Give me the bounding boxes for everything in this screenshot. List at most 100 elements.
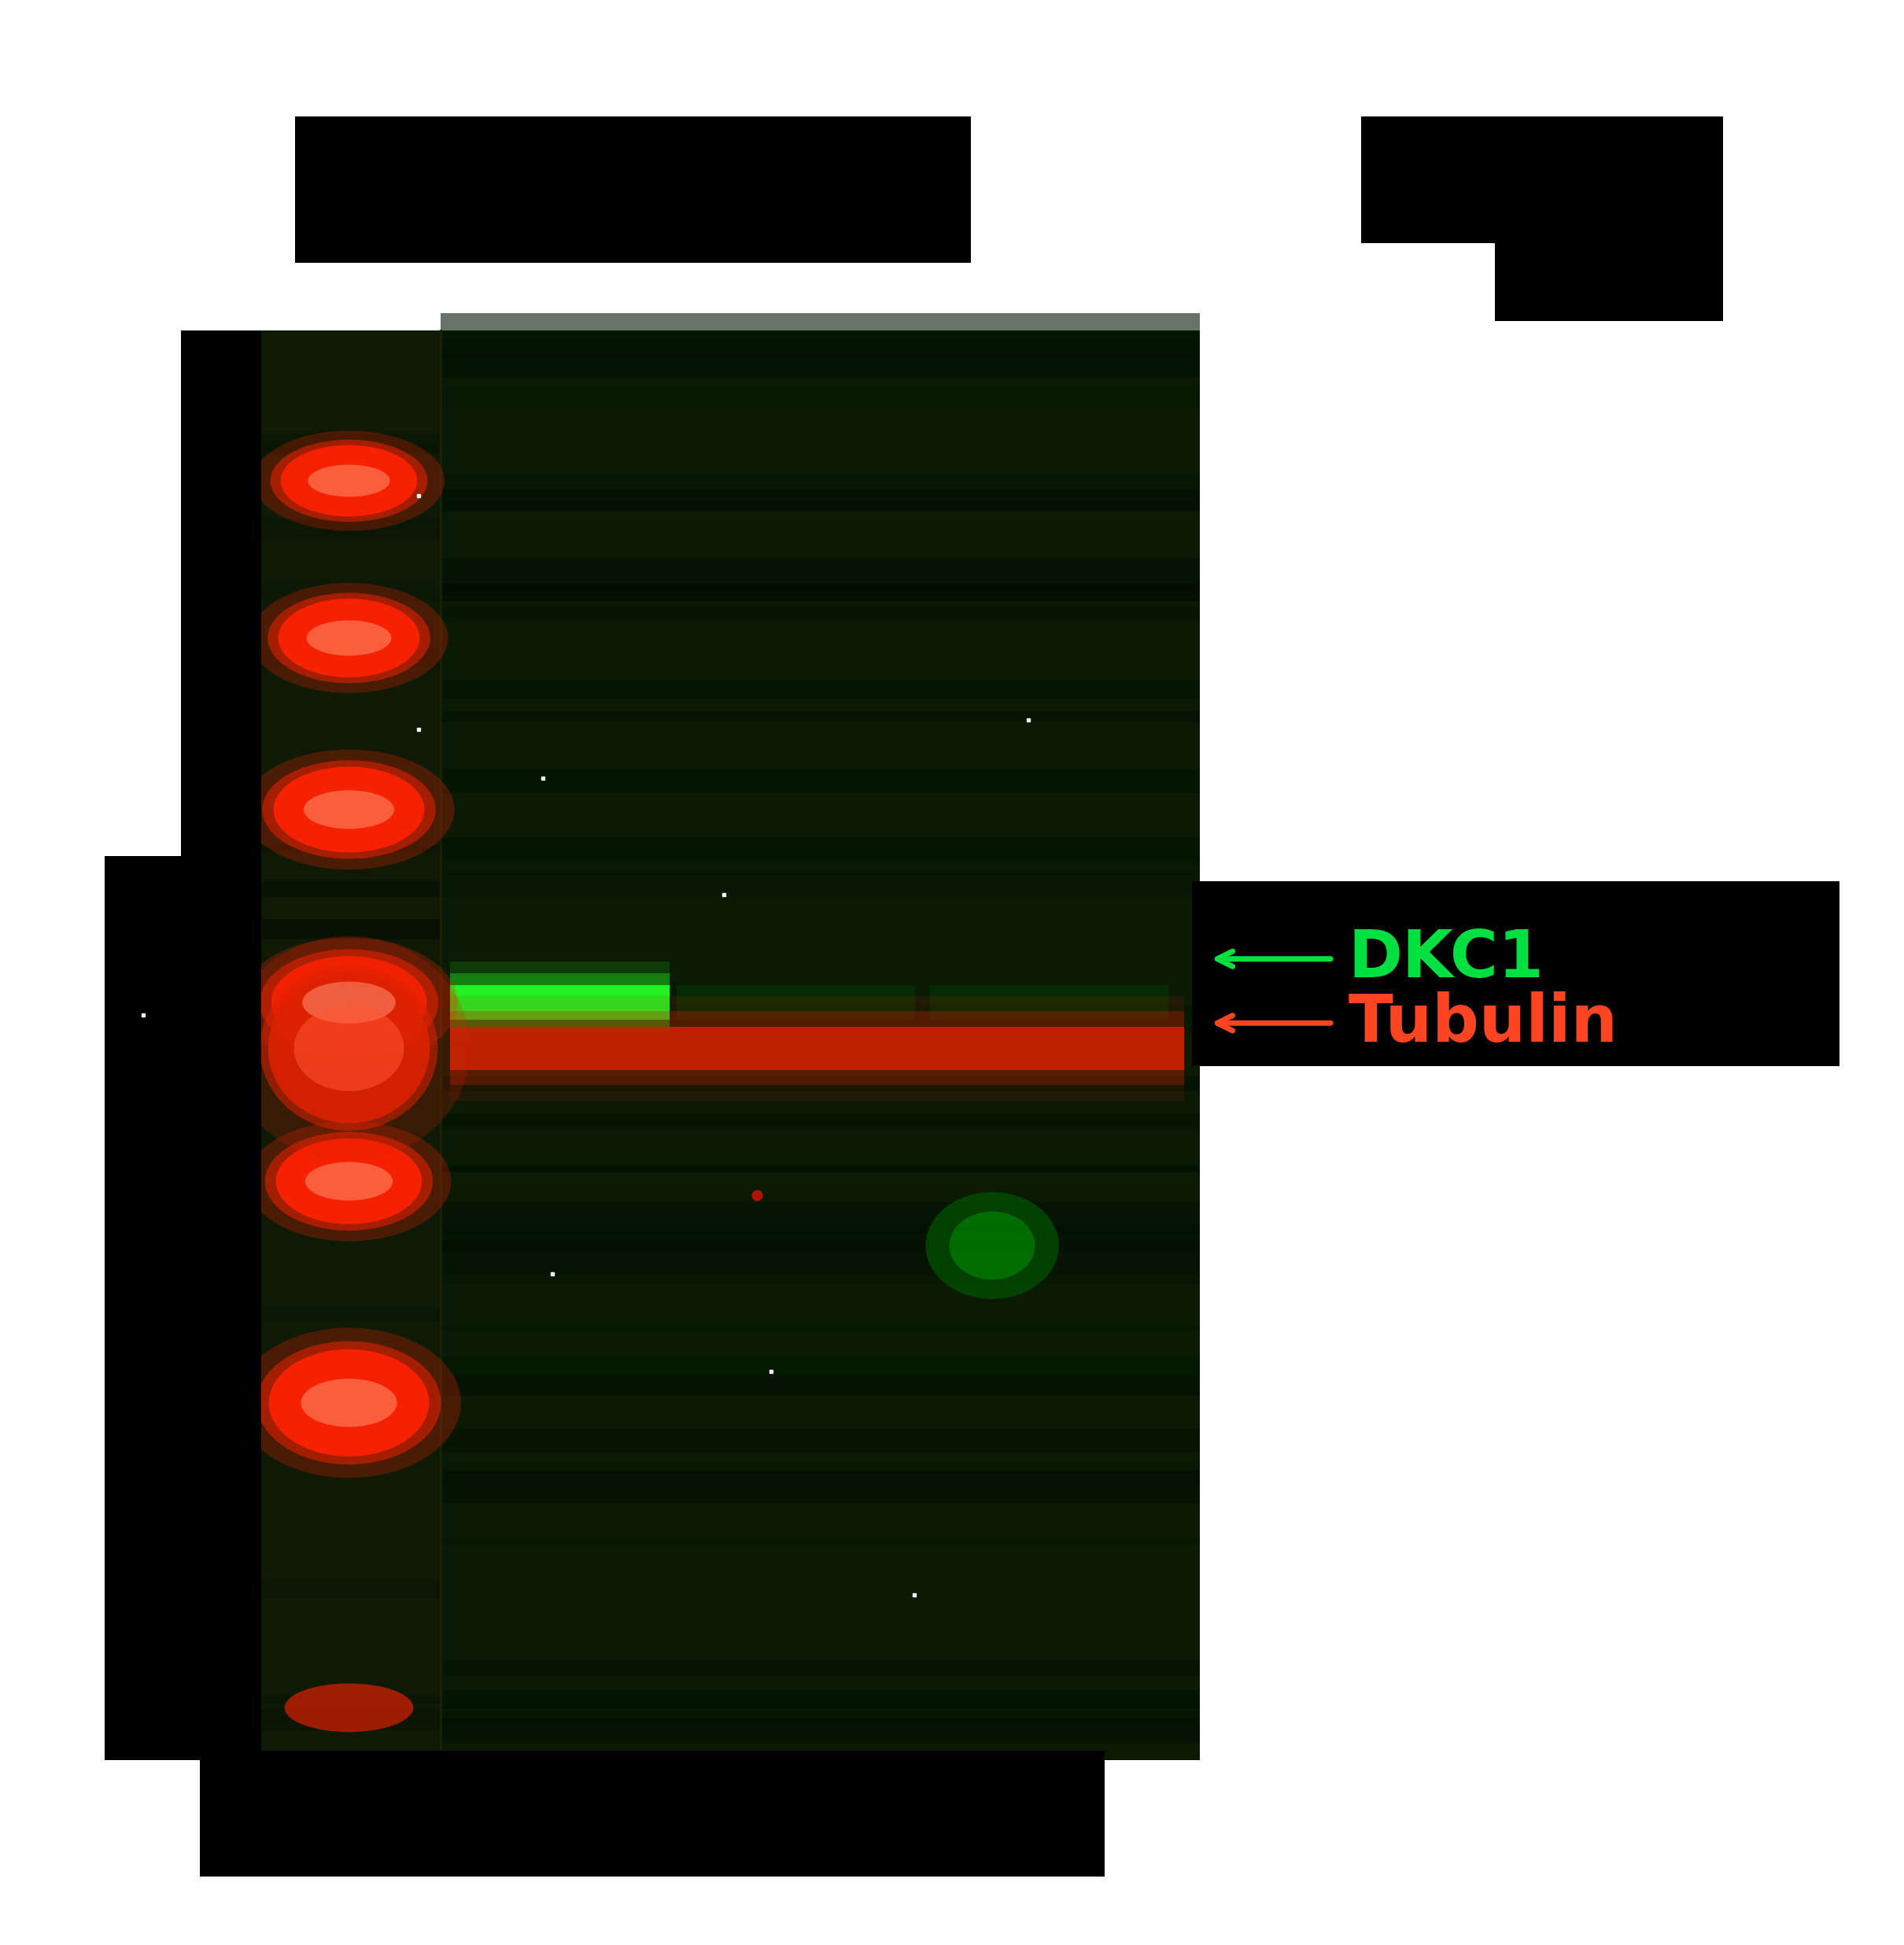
Text: DKC1: DKC1 (1348, 928, 1544, 990)
Bar (105, 331, 181, 856)
Bar (442, 1717, 1200, 1723)
Bar (451, 961, 670, 1043)
Bar (1495, 243, 1723, 321)
Ellipse shape (268, 972, 430, 1122)
Ellipse shape (268, 593, 430, 683)
Bar (442, 1690, 1200, 1710)
Ellipse shape (270, 440, 428, 521)
Ellipse shape (236, 1328, 461, 1478)
Bar (442, 1358, 1200, 1377)
Text: Tubulin: Tubulin (1348, 992, 1618, 1054)
Bar (1361, 117, 1723, 243)
Ellipse shape (925, 1192, 1059, 1299)
Ellipse shape (278, 599, 419, 677)
Bar (442, 681, 1200, 698)
Bar (442, 1202, 1200, 1231)
Bar (257, 846, 442, 852)
Ellipse shape (950, 1212, 1036, 1280)
Bar (442, 387, 1200, 408)
Bar (442, 768, 1200, 794)
Ellipse shape (263, 760, 436, 860)
Ellipse shape (265, 1132, 432, 1231)
Bar (442, 607, 1200, 620)
Ellipse shape (280, 445, 417, 517)
Bar (442, 338, 1200, 358)
Bar (442, 475, 1200, 496)
Bar (442, 1325, 1200, 1330)
Bar (442, 838, 1200, 867)
Ellipse shape (293, 1006, 404, 1091)
Bar (257, 881, 442, 897)
Bar (451, 1011, 1184, 1085)
Ellipse shape (257, 1342, 442, 1465)
Bar (105, 331, 261, 1760)
Bar (442, 1017, 1200, 1035)
Bar (442, 1004, 1200, 1017)
Bar (200, 1750, 1104, 1877)
Ellipse shape (268, 1350, 428, 1457)
Bar (442, 1272, 1200, 1284)
Ellipse shape (261, 967, 438, 1130)
Bar (442, 313, 1200, 336)
Bar (931, 984, 1169, 1019)
Ellipse shape (305, 790, 394, 829)
Bar (442, 1165, 1200, 1173)
Bar (257, 519, 442, 527)
Bar (442, 1661, 1200, 1675)
Ellipse shape (301, 1379, 398, 1428)
Bar (442, 1470, 1200, 1503)
Bar (257, 1435, 442, 1457)
Bar (257, 584, 442, 599)
Bar (442, 1717, 1200, 1743)
Bar (442, 584, 1200, 601)
Bar (442, 490, 1200, 512)
Bar (442, 1538, 1200, 1544)
Bar (442, 840, 1200, 862)
Bar (257, 1579, 442, 1599)
Ellipse shape (240, 937, 457, 1068)
Bar (442, 869, 1200, 895)
Ellipse shape (253, 430, 446, 531)
Bar (451, 984, 670, 1019)
Bar (442, 712, 1200, 724)
Ellipse shape (259, 949, 438, 1056)
Bar (257, 1391, 442, 1398)
Bar (451, 972, 670, 1031)
Ellipse shape (249, 584, 447, 692)
Ellipse shape (307, 620, 392, 655)
Bar (257, 445, 442, 451)
Bar (442, 1076, 1200, 1091)
Ellipse shape (303, 982, 396, 1023)
Ellipse shape (308, 465, 390, 496)
Ellipse shape (305, 1161, 392, 1200)
Bar (257, 331, 442, 1760)
Bar (442, 502, 1200, 512)
Bar (442, 1712, 1200, 1741)
Bar (678, 984, 916, 1019)
Bar (442, 360, 1200, 377)
Bar (257, 1307, 442, 1323)
Bar (257, 650, 442, 667)
Ellipse shape (244, 749, 455, 869)
Bar (442, 1113, 1200, 1130)
Bar (257, 1696, 442, 1704)
Ellipse shape (228, 936, 470, 1161)
Ellipse shape (276, 1138, 423, 1223)
Bar (1192, 881, 1839, 1066)
Bar (442, 352, 1200, 377)
Bar (257, 920, 442, 939)
Bar (442, 836, 1200, 846)
Bar (442, 558, 1200, 593)
Bar (257, 527, 442, 539)
Bar (442, 1241, 1200, 1274)
Bar (257, 434, 442, 455)
Ellipse shape (274, 766, 425, 852)
Bar (257, 331, 1200, 1760)
Bar (451, 996, 1184, 1101)
Bar (442, 1223, 1200, 1253)
Ellipse shape (270, 957, 426, 1048)
Bar (442, 1163, 1200, 1171)
Bar (295, 117, 971, 263)
Bar (442, 1375, 1200, 1397)
Ellipse shape (284, 1682, 413, 1731)
